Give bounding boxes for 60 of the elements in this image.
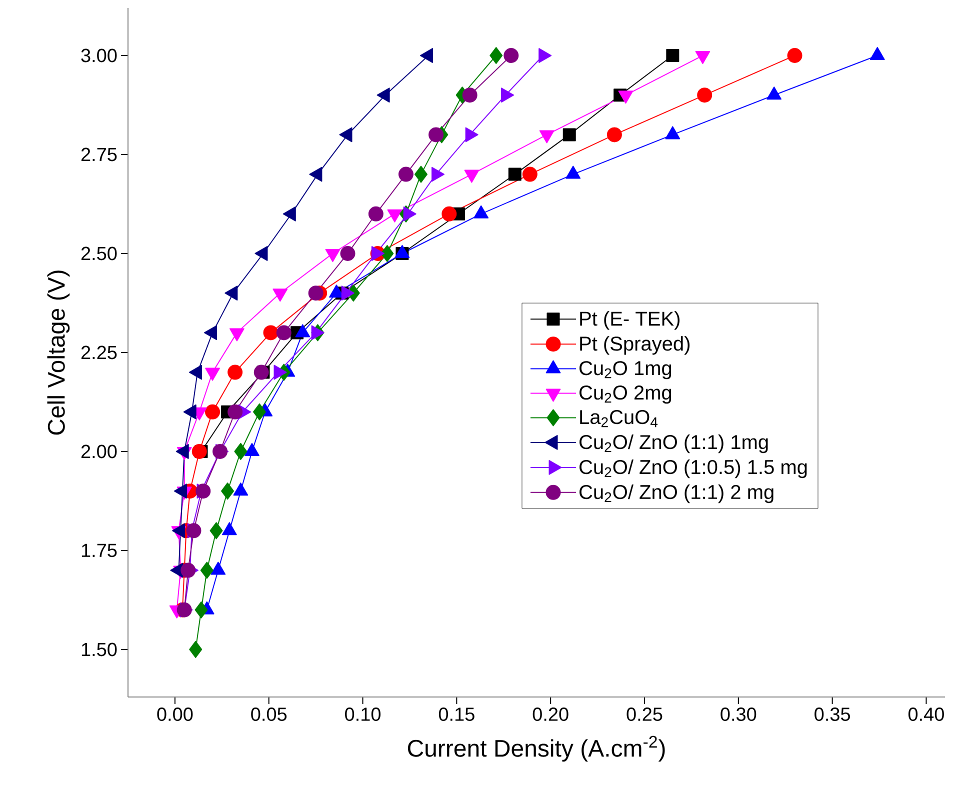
point <box>221 482 234 500</box>
point <box>212 444 228 459</box>
legend-label: Cu$_{2}$O 2mg <box>580 386 672 404</box>
y-tick-label: 2.25 <box>81 346 117 360</box>
point <box>428 127 444 142</box>
legend-label: Cu$_{2}$O/ ZnO (1:1) 1mg <box>580 434 768 454</box>
point <box>194 601 208 618</box>
point <box>380 244 394 262</box>
point <box>490 47 503 64</box>
x-tick-label: 0.15 <box>438 708 474 721</box>
point <box>180 562 196 578</box>
point <box>504 48 519 64</box>
point <box>562 128 576 142</box>
point <box>276 325 292 340</box>
point <box>368 206 384 222</box>
y-tick-label: 2.75 <box>81 148 117 162</box>
point <box>462 88 478 103</box>
x-tick-label: 0.05 <box>251 708 287 721</box>
y-tick-label: 1.50 <box>82 642 117 656</box>
point <box>228 404 243 420</box>
point <box>205 404 220 420</box>
legend-label: Cu$_{2}$O/ ZnO (1:1) 2 mg <box>580 484 774 504</box>
x-tick-label: 0.30 <box>720 708 756 721</box>
point <box>252 403 266 420</box>
point <box>254 364 269 380</box>
x-tick-label: 0.10 <box>345 708 381 721</box>
legend-label: La$_{2}$CuO$_{4}$ <box>580 410 658 428</box>
point <box>308 286 324 301</box>
point <box>189 640 202 658</box>
point <box>263 325 278 340</box>
point <box>200 562 214 579</box>
x-tick-label: 0.20 <box>532 708 568 721</box>
x-tick-label: 0.40 <box>908 708 944 721</box>
legend-label: Pt (Sprayed) <box>580 336 690 355</box>
y-tick-label: 2.00 <box>81 444 117 458</box>
point <box>787 48 802 64</box>
point <box>234 442 248 460</box>
y-tick-label: 3.00 <box>81 48 117 62</box>
y-tick-label: 1.75 <box>82 544 117 558</box>
point <box>340 246 356 261</box>
y-tick-label: 2.50 <box>81 246 117 260</box>
point <box>210 522 223 540</box>
legend-label: Cu$_{2}$O/ ZnO (1:0.5) 1.5 mg <box>580 459 807 478</box>
point <box>442 206 457 222</box>
point <box>414 166 428 183</box>
x-tick-label: 0.00 <box>157 708 193 721</box>
y-axis-title: Cell Voltage (V) <box>47 270 70 435</box>
point <box>606 127 622 142</box>
point <box>398 166 414 182</box>
x-axis-title: Current Density (A.cm$^{-2}$) <box>408 736 665 762</box>
x-tick-label: 0.35 <box>814 708 850 721</box>
point <box>228 364 243 380</box>
point <box>522 166 538 182</box>
point <box>666 49 680 62</box>
point <box>508 168 522 181</box>
legend-label: Cu$_{2}$O 1mg <box>580 361 672 380</box>
point <box>192 444 207 459</box>
point <box>697 88 712 103</box>
legend-label: Pt (E- TEK) <box>580 311 680 330</box>
x-tick-label: 0.25 <box>626 708 662 721</box>
